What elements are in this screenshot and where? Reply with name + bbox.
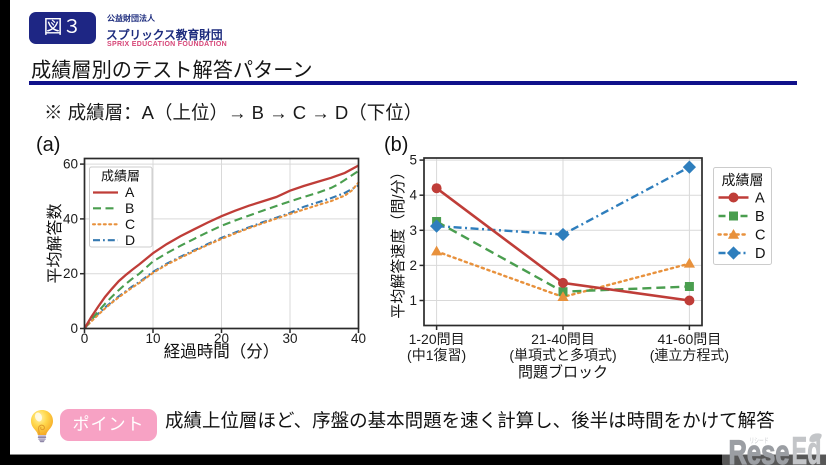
svg-text:20: 20 xyxy=(63,266,78,281)
svg-text:C: C xyxy=(755,228,765,244)
svg-text:B: B xyxy=(755,209,765,225)
svg-text:(単項式と多項式): (単項式と多項式) xyxy=(509,347,616,363)
svg-text:2: 2 xyxy=(409,258,417,273)
svg-text:(b): (b) xyxy=(384,134,408,156)
svg-text:1: 1 xyxy=(409,293,417,308)
svg-text:5: 5 xyxy=(409,153,417,168)
svg-text:30: 30 xyxy=(282,331,297,346)
svg-text:A: A xyxy=(125,184,135,200)
svg-text:60: 60 xyxy=(63,157,78,172)
svg-text:40: 40 xyxy=(63,211,78,226)
svg-text:C: C xyxy=(125,216,135,232)
svg-text:経過時間（分）: 経過時間（分） xyxy=(164,342,280,361)
svg-text:20: 20 xyxy=(214,331,229,346)
svg-text:10: 10 xyxy=(145,331,160,346)
svg-text:40: 40 xyxy=(351,331,366,346)
svg-text:(a): (a) xyxy=(36,134,60,156)
svg-text:4: 4 xyxy=(409,188,417,203)
svg-text:1-20問目: 1-20問目 xyxy=(409,331,465,347)
svg-text:成績層: 成績層 xyxy=(722,172,764,188)
svg-text:D: D xyxy=(125,232,135,248)
svg-text:(連立方程式): (連立方程式) xyxy=(650,347,729,363)
svg-text:Ed: Ed xyxy=(792,430,822,465)
svg-text:A: A xyxy=(755,191,765,207)
svg-text:3: 3 xyxy=(409,223,417,238)
svg-text:0: 0 xyxy=(70,321,78,336)
svg-text:Rese: Rese xyxy=(729,434,790,465)
svg-text:問題ブロック: 問題ブロック xyxy=(518,363,608,381)
svg-text:B: B xyxy=(125,200,134,216)
svg-text:リシード: リシード xyxy=(750,436,769,445)
svg-text:0: 0 xyxy=(81,331,89,346)
svg-text:平均解答数: 平均解答数 xyxy=(46,203,64,283)
svg-text:41-60問目: 41-60問目 xyxy=(657,331,721,347)
svg-text:平均解答速度（問/分）: 平均解答速度（問/分） xyxy=(390,164,407,318)
svg-text:D: D xyxy=(755,246,765,262)
svg-text:(中1復習): (中1復習) xyxy=(407,347,466,363)
svg-text:21-40問目: 21-40問目 xyxy=(531,331,595,347)
svg-text:成績層: 成績層 xyxy=(101,169,140,184)
